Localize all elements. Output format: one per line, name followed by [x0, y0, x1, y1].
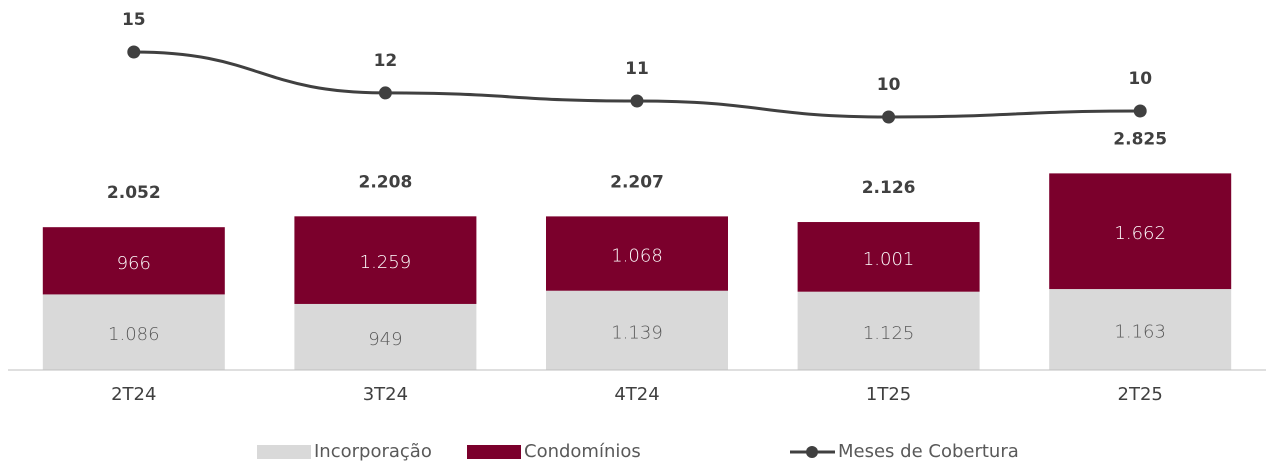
total-label: 2.052 [107, 183, 161, 203]
segment-label: 1.086 [108, 324, 160, 345]
x-tick-label: 2T24 [111, 384, 156, 405]
line-label: 12 [374, 51, 398, 71]
x-tick-label: 3T24 [363, 384, 408, 405]
x-tick-label: 1T25 [866, 384, 911, 405]
x-tick-label: 2T25 [1118, 384, 1163, 405]
legend-label: Condomínios [524, 441, 641, 462]
bar-segment [797, 222, 980, 292]
bar-segment [294, 216, 477, 304]
segment-label: 949 [368, 329, 402, 350]
bar-segment [294, 303, 477, 370]
line-label: 11 [625, 59, 649, 79]
bar-segment [546, 290, 728, 370]
segment-label: 966 [117, 253, 151, 274]
legend-swatch [467, 445, 521, 459]
line-point [882, 110, 896, 124]
bar-segment [1049, 173, 1232, 290]
total-label: 2.825 [1113, 129, 1167, 149]
segment-label: 1.259 [360, 252, 412, 273]
segment-label: 1.163 [1114, 322, 1166, 343]
segment-label: 1.068 [611, 246, 663, 267]
total-label: 2.126 [862, 178, 916, 198]
line-point [127, 45, 141, 59]
line-point [630, 94, 644, 108]
line-point [1133, 104, 1147, 118]
bar-segment [797, 291, 980, 370]
bar-segment [546, 216, 728, 291]
legend-label: Incorporação [314, 441, 432, 462]
legend-dot [806, 446, 818, 458]
bar-segment [1049, 289, 1232, 370]
segment-label: 1.139 [611, 322, 663, 343]
segment-label: 1.125 [863, 323, 915, 344]
segment-label: 1.001 [863, 249, 915, 270]
total-label: 2.207 [610, 172, 664, 192]
segment-label: 1.662 [1114, 223, 1166, 244]
line-label: 15 [122, 10, 146, 30]
bar-segment [42, 227, 225, 295]
x-tick-label: 4T24 [614, 384, 659, 405]
line-label: 10 [877, 75, 901, 95]
legend-swatch [257, 445, 311, 459]
line-point [378, 86, 392, 100]
bar-segment [42, 294, 225, 370]
total-label: 2.208 [359, 172, 413, 192]
legend-label: Meses de Cobertura [838, 441, 1019, 462]
line-label: 10 [1128, 69, 1152, 89]
